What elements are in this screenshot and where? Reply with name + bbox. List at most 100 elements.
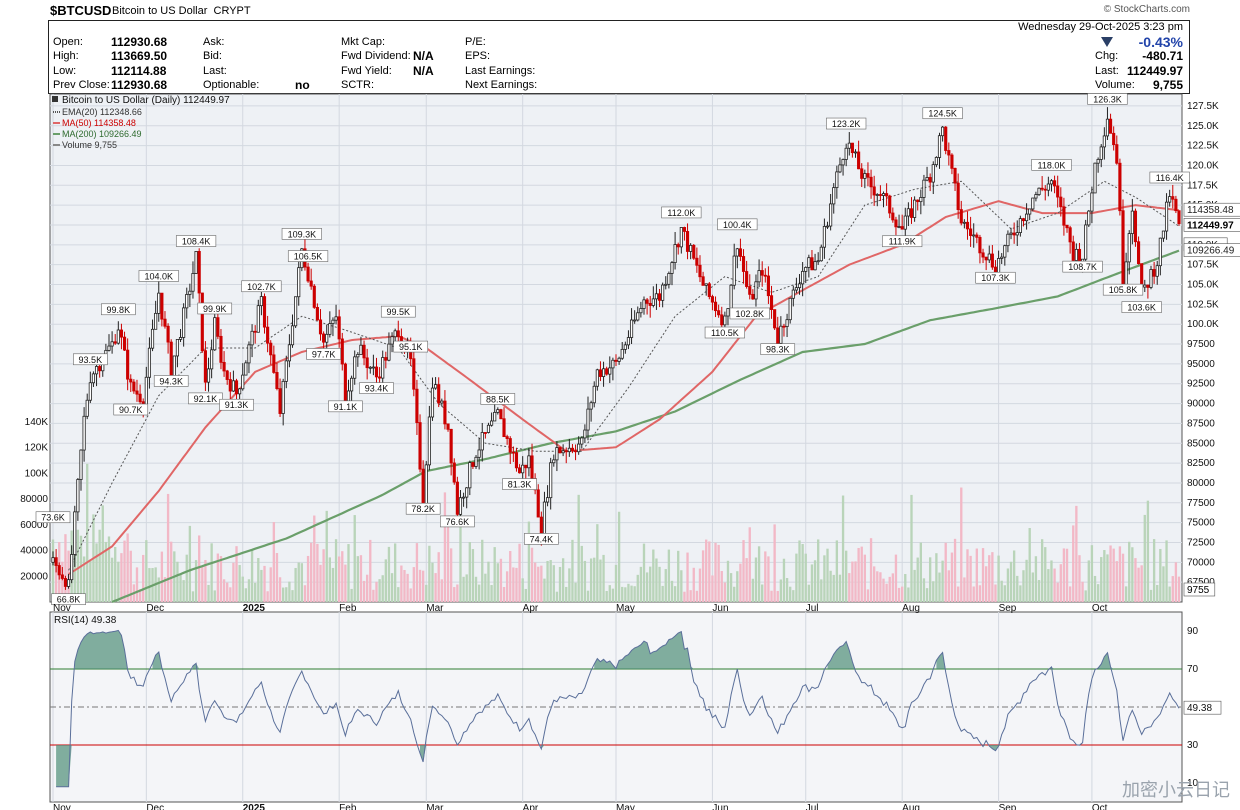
candle-body xyxy=(91,373,96,384)
x-tick-label: Jul xyxy=(806,603,819,614)
price-extreme-label: 76.6K xyxy=(446,517,470,527)
candle-body xyxy=(984,256,988,261)
candle-body xyxy=(863,173,867,179)
candle-body xyxy=(583,429,587,439)
candle-body xyxy=(206,368,211,383)
candle-body xyxy=(1155,265,1159,277)
volume-bar xyxy=(341,551,344,602)
volume-bar xyxy=(1037,580,1041,602)
candle-body xyxy=(894,219,898,228)
volume-bar xyxy=(617,511,621,602)
price-extreme-label: 91.1K xyxy=(334,402,358,412)
volume-bar xyxy=(499,558,503,602)
price-tick-label: 87500 xyxy=(1187,418,1215,429)
volume-tick-label: 140K xyxy=(25,417,49,428)
candle-body xyxy=(452,462,456,483)
volume-bar xyxy=(418,569,422,602)
candle-body xyxy=(188,290,192,295)
candle-body xyxy=(110,341,114,347)
volume-bar xyxy=(789,586,792,602)
candle-body xyxy=(73,511,77,555)
candle-body xyxy=(521,464,525,474)
sctr-label: SCTR: xyxy=(341,79,374,91)
volume-bar xyxy=(1168,586,1171,602)
candle-body xyxy=(172,355,176,378)
volume-bar xyxy=(1006,568,1010,602)
x-tick-label: Apr xyxy=(523,603,539,614)
volume-bar xyxy=(244,588,248,602)
volume-bar xyxy=(465,574,468,602)
candle-body xyxy=(791,289,795,299)
candle-body xyxy=(63,578,68,587)
volume-bar xyxy=(925,588,929,602)
candle-body xyxy=(645,299,649,304)
volume-bar xyxy=(201,567,204,602)
candle-body xyxy=(1074,248,1078,261)
x-tick-label: 2025 xyxy=(243,603,266,614)
volume-bar xyxy=(577,494,580,602)
volume-bar xyxy=(216,553,220,602)
volume-bar xyxy=(966,549,969,602)
volume-bar xyxy=(145,540,148,602)
candle-body xyxy=(234,380,239,395)
candle-body xyxy=(1102,135,1106,148)
volume-bar xyxy=(328,557,332,602)
candle-body xyxy=(147,347,151,378)
price-extreme-label: 102.7K xyxy=(247,282,276,292)
price-extreme-box xyxy=(35,511,71,524)
volume-tick-label: 100K xyxy=(25,468,49,479)
candle-body xyxy=(760,270,764,276)
volume-bar xyxy=(701,550,705,602)
candle-body xyxy=(707,283,711,297)
volume-bar xyxy=(1143,514,1146,602)
volume-bar xyxy=(919,542,922,602)
candle-body xyxy=(1143,284,1147,288)
candle-body xyxy=(561,450,565,454)
rsi-title: RSI(14) 49.38 xyxy=(54,615,117,626)
volume-bar xyxy=(645,572,649,602)
volume-bar xyxy=(257,558,260,602)
volume-value-tag: 9755 xyxy=(1187,585,1210,596)
volume-bar xyxy=(170,541,173,602)
volume-bar xyxy=(440,579,443,602)
volume-bar xyxy=(372,589,375,602)
volume-bar xyxy=(337,556,341,602)
volume-bar xyxy=(932,581,935,602)
series-line xyxy=(68,180,1180,571)
candle-body xyxy=(580,437,584,445)
candle-body xyxy=(648,302,652,306)
volume-bar xyxy=(1062,548,1066,602)
volume-bar xyxy=(764,551,767,602)
candle-body xyxy=(913,199,917,218)
volume-bar xyxy=(1140,565,1143,602)
stockcharts-watermark: © StockCharts.com xyxy=(1103,4,1190,15)
mktcap-label: Mkt Cap: xyxy=(341,36,386,48)
candle-body xyxy=(847,142,851,149)
price-extreme-label: 93.4K xyxy=(365,384,389,394)
price-extreme-box xyxy=(197,302,233,315)
volume-bar xyxy=(596,524,599,602)
volume-bar xyxy=(1056,582,1059,602)
candle-body xyxy=(611,359,615,369)
series-line xyxy=(111,249,1180,604)
volume-bar xyxy=(194,560,198,602)
volume-bar xyxy=(98,529,101,602)
price-extreme-label: 73.6K xyxy=(41,513,65,523)
candle-body xyxy=(891,212,895,221)
volume-bar xyxy=(621,586,624,602)
price-extreme-label: 118.0K xyxy=(1038,160,1066,170)
price-extreme-label: 112.0K xyxy=(667,208,695,218)
volume-bar xyxy=(695,590,699,602)
candle-body xyxy=(269,342,273,356)
candle-body xyxy=(371,366,375,369)
candle-body xyxy=(689,244,693,252)
candle-body xyxy=(701,276,705,286)
volume-label: Volume: xyxy=(1095,79,1135,91)
x-tick-label: Feb xyxy=(339,603,357,614)
volume-bar xyxy=(509,551,512,602)
candle-body xyxy=(178,337,183,340)
rsi-tick-label: 70 xyxy=(1187,664,1199,675)
volume-bar xyxy=(1165,540,1168,602)
price-legend: Bitcoin to US Dollar (Daily) 112449.97EM… xyxy=(52,95,230,150)
price-extreme-box xyxy=(1062,260,1103,273)
